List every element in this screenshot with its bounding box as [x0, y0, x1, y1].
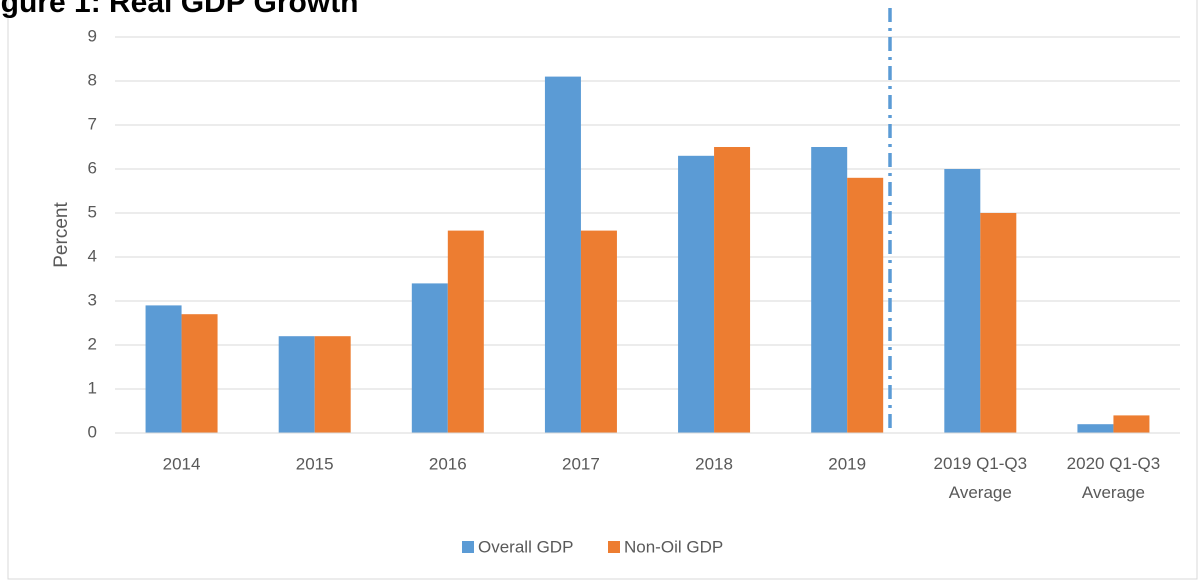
y-tick-label: 9	[88, 26, 97, 45]
y-tick-label: 8	[88, 70, 97, 89]
bar	[145, 305, 182, 433]
bar	[944, 169, 981, 433]
y-tick-label: 0	[88, 422, 97, 441]
y-tick-label: 6	[88, 158, 97, 177]
legend-label: Non-Oil GDP	[624, 537, 723, 556]
bar	[411, 283, 448, 433]
x-tick-label: 2015	[296, 454, 334, 473]
bar	[1077, 424, 1114, 433]
y-tick-label: 1	[88, 378, 97, 397]
x-tick-label: 2017	[562, 454, 600, 473]
bar	[980, 213, 1017, 433]
y-tick-label: 2	[88, 334, 97, 353]
legend-label: Overall GDP	[478, 537, 573, 556]
x-tick-label: 2016	[429, 454, 467, 473]
bar	[278, 336, 315, 433]
bar	[811, 147, 848, 433]
y-tick-label: 3	[88, 290, 97, 309]
bar	[580, 230, 617, 433]
bar	[447, 230, 484, 433]
y-tick-label: 7	[88, 114, 97, 133]
bar	[181, 314, 218, 433]
x-tick-label: 2014	[163, 454, 201, 473]
legend-swatch	[608, 541, 620, 553]
chart-title: Figure 1: Real GDP Growth	[0, 0, 359, 19]
bar	[1113, 415, 1150, 433]
x-tick-label: 2018	[695, 454, 733, 473]
x-tick-label: 2019 Q1-Q3 Average	[934, 454, 1028, 502]
bar	[847, 177, 884, 433]
bar	[314, 336, 351, 433]
y-tick-label: 5	[88, 202, 97, 221]
x-tick-label: 2020 Q1-Q3 Average	[1067, 454, 1161, 502]
legend-swatch	[462, 541, 474, 553]
x-tick-label: 2019	[828, 454, 866, 473]
bar	[544, 76, 581, 433]
y-axis-label: Percent	[51, 202, 72, 268]
bar	[714, 147, 751, 433]
y-tick-label: 4	[88, 246, 97, 265]
bar	[678, 155, 715, 434]
